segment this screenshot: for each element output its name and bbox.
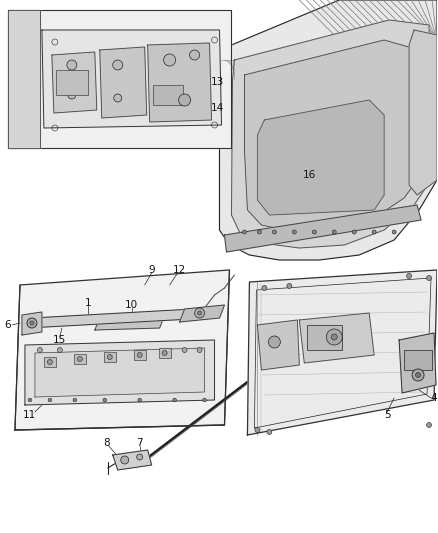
Circle shape bbox=[332, 230, 336, 234]
Circle shape bbox=[268, 336, 280, 348]
Circle shape bbox=[272, 230, 276, 234]
Polygon shape bbox=[52, 52, 97, 113]
Polygon shape bbox=[399, 333, 436, 393]
Polygon shape bbox=[42, 30, 222, 128]
Polygon shape bbox=[25, 340, 215, 405]
Circle shape bbox=[182, 348, 187, 352]
Circle shape bbox=[416, 373, 420, 377]
Circle shape bbox=[412, 369, 424, 381]
Circle shape bbox=[107, 354, 112, 359]
Polygon shape bbox=[258, 320, 299, 370]
Polygon shape bbox=[28, 308, 212, 328]
Polygon shape bbox=[225, 205, 421, 252]
Circle shape bbox=[30, 321, 34, 325]
Circle shape bbox=[392, 230, 396, 234]
Circle shape bbox=[326, 329, 342, 345]
Circle shape bbox=[113, 60, 123, 70]
Polygon shape bbox=[299, 313, 374, 363]
Circle shape bbox=[121, 456, 129, 464]
Polygon shape bbox=[100, 47, 147, 118]
Circle shape bbox=[164, 54, 176, 66]
Polygon shape bbox=[247, 270, 437, 435]
Polygon shape bbox=[219, 0, 437, 260]
Bar bbox=[159, 348, 171, 358]
Circle shape bbox=[103, 398, 106, 402]
Polygon shape bbox=[15, 270, 230, 430]
Circle shape bbox=[258, 230, 261, 234]
Text: 14: 14 bbox=[211, 103, 224, 113]
Polygon shape bbox=[258, 100, 384, 215]
Bar bbox=[404, 350, 432, 370]
Polygon shape bbox=[35, 348, 205, 397]
Circle shape bbox=[406, 273, 412, 279]
Circle shape bbox=[262, 286, 267, 290]
Text: 4: 4 bbox=[431, 393, 437, 403]
Text: 11: 11 bbox=[23, 410, 36, 420]
Circle shape bbox=[67, 60, 77, 70]
Polygon shape bbox=[113, 450, 152, 470]
Circle shape bbox=[28, 398, 32, 402]
Polygon shape bbox=[8, 10, 231, 148]
Circle shape bbox=[37, 348, 42, 352]
Bar bbox=[134, 350, 146, 360]
Text: 10: 10 bbox=[125, 300, 138, 310]
Text: 5: 5 bbox=[384, 410, 390, 420]
Text: 15: 15 bbox=[53, 335, 67, 345]
Circle shape bbox=[68, 91, 76, 99]
Text: 1: 1 bbox=[85, 298, 91, 308]
Circle shape bbox=[194, 308, 205, 318]
Bar bbox=[56, 70, 88, 95]
Circle shape bbox=[114, 94, 122, 102]
Circle shape bbox=[198, 311, 201, 315]
Circle shape bbox=[243, 230, 247, 234]
Bar bbox=[74, 354, 86, 364]
Circle shape bbox=[179, 94, 191, 106]
Polygon shape bbox=[231, 20, 431, 248]
Circle shape bbox=[427, 423, 431, 427]
Circle shape bbox=[190, 50, 200, 60]
Circle shape bbox=[47, 359, 53, 365]
Circle shape bbox=[203, 398, 206, 402]
Circle shape bbox=[352, 230, 356, 234]
Circle shape bbox=[197, 348, 202, 352]
Circle shape bbox=[331, 334, 337, 340]
Circle shape bbox=[48, 398, 52, 402]
Circle shape bbox=[137, 352, 142, 358]
Text: 7: 7 bbox=[136, 438, 143, 448]
Bar bbox=[104, 352, 116, 362]
Text: 16: 16 bbox=[303, 170, 316, 180]
Polygon shape bbox=[244, 40, 421, 232]
Polygon shape bbox=[8, 10, 40, 148]
Circle shape bbox=[312, 230, 316, 234]
Circle shape bbox=[255, 427, 260, 432]
Circle shape bbox=[78, 357, 82, 361]
Circle shape bbox=[173, 398, 177, 402]
Circle shape bbox=[292, 230, 297, 234]
Text: 13: 13 bbox=[211, 77, 224, 87]
Circle shape bbox=[427, 276, 431, 280]
Polygon shape bbox=[95, 315, 165, 330]
Circle shape bbox=[162, 351, 167, 356]
Text: 9: 9 bbox=[148, 265, 155, 275]
Circle shape bbox=[57, 348, 62, 352]
Circle shape bbox=[267, 430, 272, 434]
Circle shape bbox=[138, 398, 141, 402]
Circle shape bbox=[372, 230, 376, 234]
Polygon shape bbox=[180, 305, 225, 322]
Circle shape bbox=[137, 454, 143, 460]
Text: 6: 6 bbox=[5, 320, 11, 330]
Polygon shape bbox=[148, 43, 212, 122]
Text: 8: 8 bbox=[103, 438, 110, 448]
Bar bbox=[153, 85, 183, 105]
Text: 12: 12 bbox=[173, 265, 186, 275]
Circle shape bbox=[27, 318, 37, 328]
Circle shape bbox=[287, 284, 292, 288]
Bar bbox=[44, 357, 56, 367]
Polygon shape bbox=[409, 30, 437, 195]
Circle shape bbox=[73, 398, 77, 402]
Bar bbox=[307, 325, 342, 350]
Polygon shape bbox=[22, 312, 42, 335]
